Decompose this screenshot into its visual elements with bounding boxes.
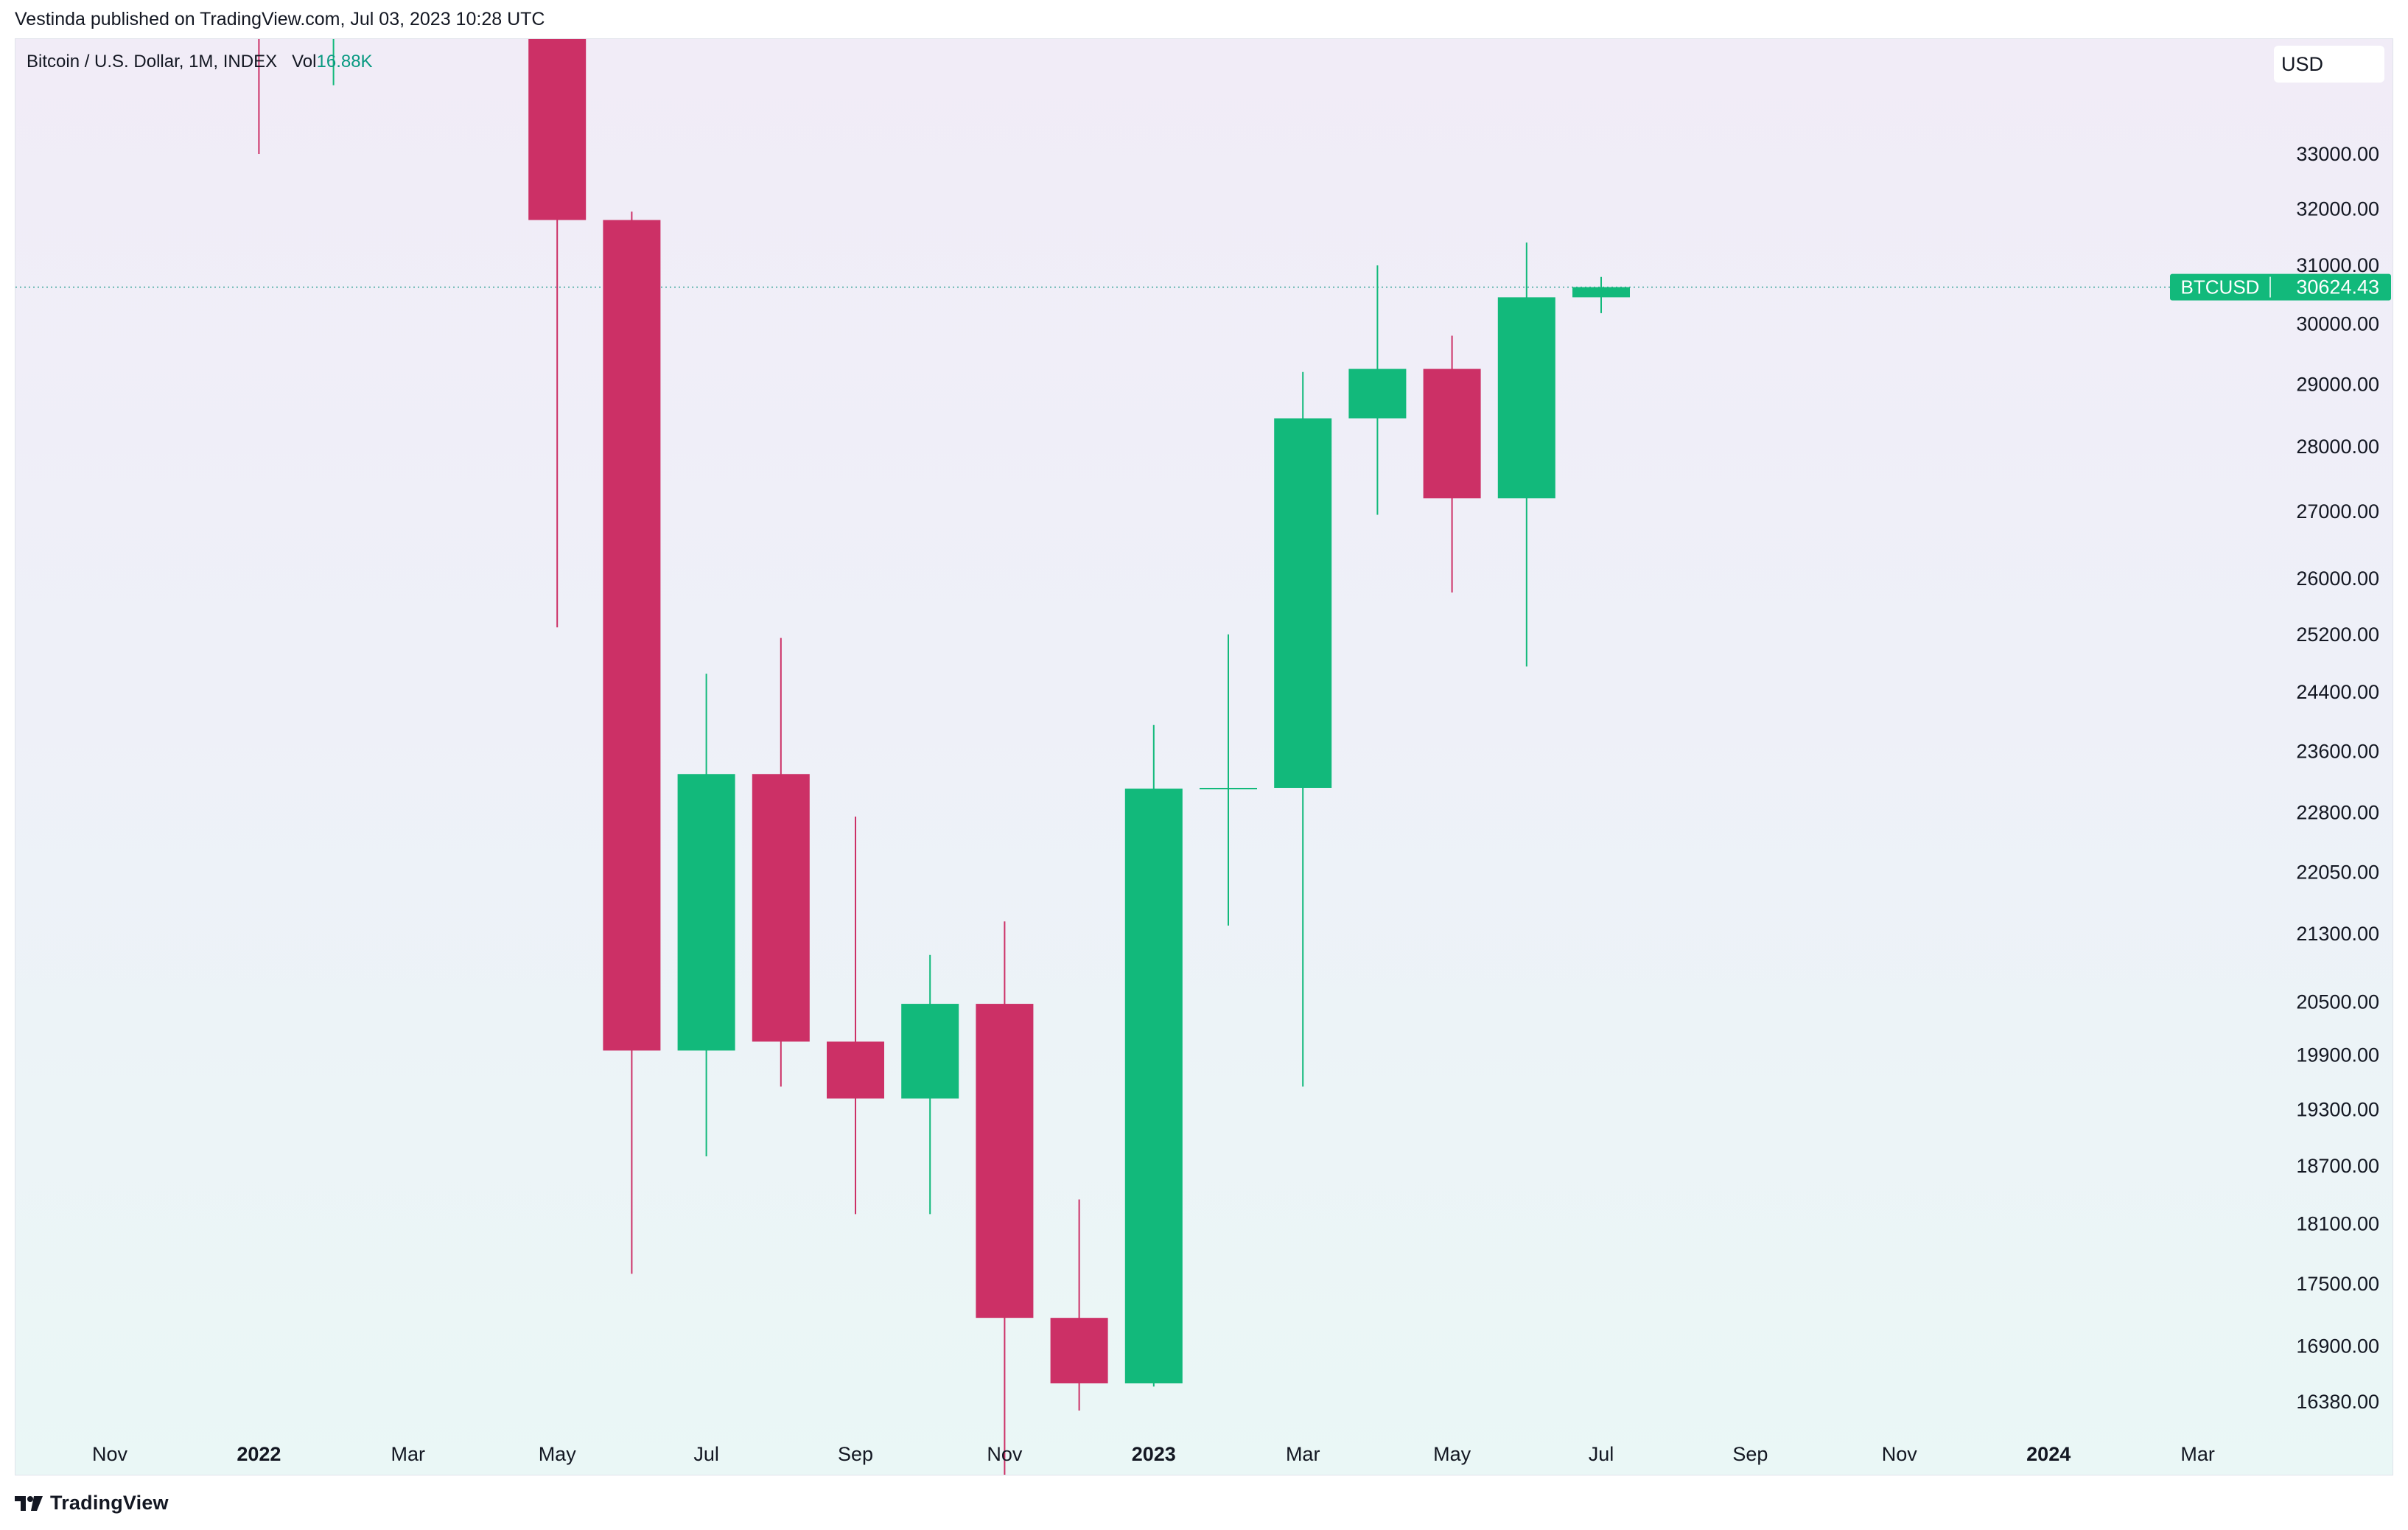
volume-label: Vol <box>292 52 317 71</box>
time-axis-label: Nov <box>1882 1443 1918 1465</box>
price-axis: 33000.00 32000.00 31000.00 30000.00 29000.00… <box>2296 143 2379 1413</box>
candlestick-chart[interactable]: 33000.00 32000.00 31000.00 30000.00 29000.00… <box>15 39 2393 1475</box>
volume-value: 16.88K <box>316 52 373 71</box>
brand-name: TradingView <box>50 1492 169 1514</box>
tradingview-logo-icon <box>15 1495 43 1511</box>
price-axis-label: 22050.00 <box>2296 862 2379 884</box>
candle[interactable] <box>528 39 587 628</box>
candles-group <box>230 39 1630 1475</box>
candle[interactable] <box>603 212 661 1274</box>
price-axis-label: 16380.00 <box>2296 1391 2379 1413</box>
candle-body <box>1572 287 1630 298</box>
time-axis-label: Nov <box>92 1443 128 1465</box>
chart-pane[interactable]: 33000.00 32000.00 31000.00 30000.00 29000.00… <box>15 38 2393 1475</box>
candle[interactable] <box>1348 265 1407 515</box>
candle[interactable] <box>1423 335 1481 593</box>
time-axis-label: Nov <box>987 1443 1023 1465</box>
symbol-title: Bitcoin / U.S. Dollar, 1M, INDEX <box>27 52 278 71</box>
price-axis-label: 30000.00 <box>2296 312 2379 335</box>
candle-body <box>1348 368 1407 419</box>
candle[interactable] <box>901 954 959 1215</box>
currency-selector[interactable]: USD <box>2274 46 2384 83</box>
candle-body <box>976 1004 1034 1318</box>
candle-body <box>1200 788 1257 790</box>
candle[interactable] <box>1124 724 1183 1387</box>
symbol-legend[interactable]: Bitcoin / U.S. Dollar, 1M, INDEX Vol16.8… <box>27 52 373 72</box>
price-axis-label: 32000.00 <box>2296 198 2379 220</box>
price-axis-label: 19300.00 <box>2296 1099 2379 1121</box>
candle[interactable] <box>1050 1199 1108 1411</box>
candle-body <box>1497 297 1555 499</box>
publish-info: Vestinda published on TradingView.com, J… <box>15 9 545 29</box>
price-axis-label: 20500.00 <box>2296 991 2379 1013</box>
price-axis-label: 33000.00 <box>2296 143 2379 165</box>
candle-body <box>752 774 810 1042</box>
candle[interactable] <box>976 921 1034 1475</box>
candle[interactable] <box>1572 276 1630 313</box>
price-axis-label: 18100.00 <box>2296 1213 2379 1235</box>
price-axis-label: 28000.00 <box>2296 436 2379 458</box>
price-tag-symbol: BTCUSD <box>2181 276 2260 298</box>
time-axis-label: May <box>539 1443 577 1465</box>
candle-body <box>827 1041 884 1099</box>
price-axis-label: 26000.00 <box>2296 567 2379 590</box>
price-axis-label: 17500.00 <box>2296 1273 2379 1295</box>
time-axis-label: Jul <box>1589 1443 1614 1465</box>
time-axis-label: Jul <box>693 1443 719 1465</box>
time-axis: Nov 2022 Mar May Jul Sep Nov 2023 Mar May Jul Sep No… <box>92 1443 2215 1465</box>
candle[interactable] <box>1497 242 1555 667</box>
candle-body <box>528 39 587 220</box>
time-axis-label: Mar <box>391 1443 426 1465</box>
time-axis-label: May <box>1433 1443 1471 1465</box>
time-axis-label: 2022 <box>237 1443 281 1465</box>
price-tag-group: BTCUSD 30624.43 <box>2170 273 2391 301</box>
price-axis-label: 22800.00 <box>2296 802 2379 824</box>
price-axis-label: 25200.00 <box>2296 623 2379 646</box>
candle[interactable] <box>752 638 810 1087</box>
price-axis-label: 24400.00 <box>2296 681 2379 703</box>
candle-body <box>901 1004 959 1099</box>
candle-body <box>1050 1318 1108 1384</box>
candle-body <box>603 220 661 1051</box>
price-axis-label: 31000.00 <box>2296 254 2379 276</box>
time-axis-label: 2024 <box>2026 1443 2071 1465</box>
candle[interactable] <box>1200 634 1257 926</box>
footer-brand[interactable]: TradingView <box>15 1492 169 1515</box>
candle[interactable] <box>230 39 287 154</box>
price-axis-label: 21300.00 <box>2296 923 2379 945</box>
candle-body <box>1274 418 1332 789</box>
time-axis-label: Mar <box>1286 1443 1320 1465</box>
time-axis-label: 2023 <box>1132 1443 1176 1465</box>
candle-body <box>1124 789 1183 1384</box>
candle[interactable] <box>677 674 735 1156</box>
price-axis-label: 16900.00 <box>2296 1335 2379 1357</box>
price-tag-value: 30624.43 <box>2296 276 2379 298</box>
price-axis-label: 18700.00 <box>2296 1155 2379 1177</box>
price-axis-label: 27000.00 <box>2296 500 2379 523</box>
price-axis-label: 29000.00 <box>2296 373 2379 395</box>
time-axis-label: Sep <box>1732 1443 1768 1465</box>
price-axis-label: 19900.00 <box>2296 1044 2379 1066</box>
price-tag-background <box>2170 273 2391 301</box>
time-axis-label: Sep <box>838 1443 873 1465</box>
candle[interactable] <box>1274 371 1332 1087</box>
price-axis-label: 23600.00 <box>2296 740 2379 762</box>
time-axis-label: Mar <box>2180 1443 2215 1465</box>
candle[interactable] <box>827 816 884 1215</box>
candle-body <box>677 774 735 1051</box>
candle-body <box>1423 368 1481 499</box>
